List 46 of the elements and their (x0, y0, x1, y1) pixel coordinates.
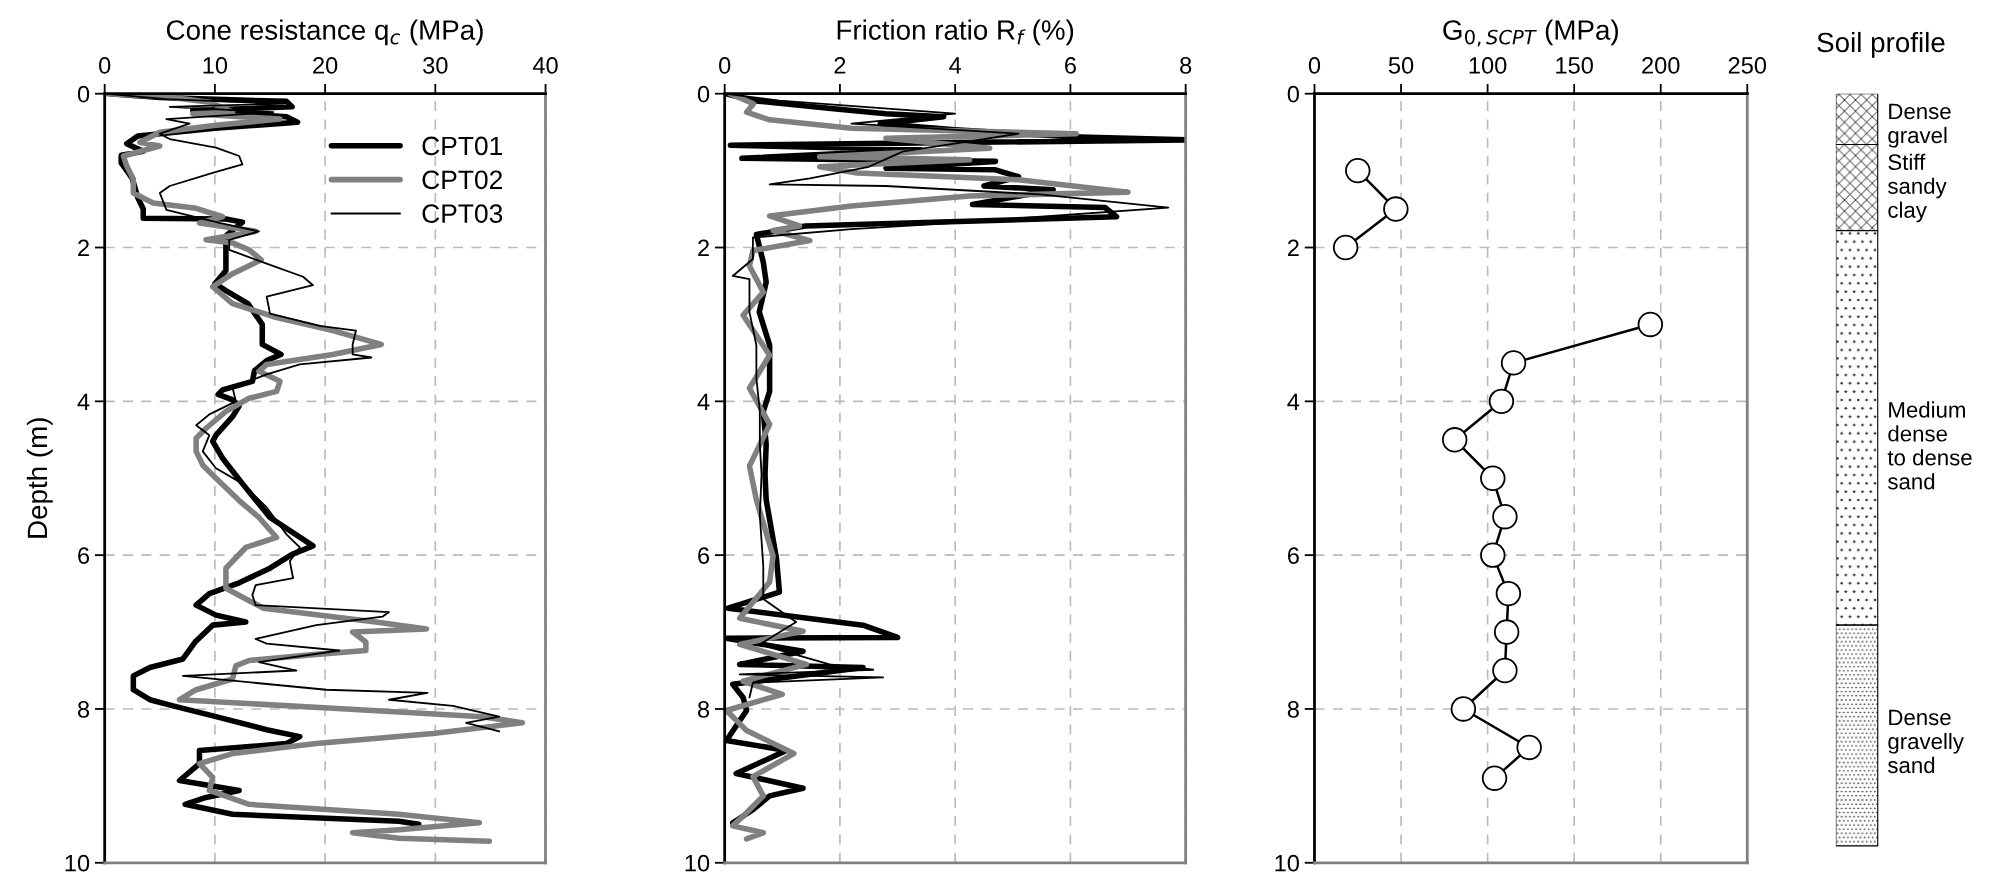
x-tick-label: 10 (203, 57, 228, 74)
x-tick-label: 250 (1728, 57, 1767, 74)
y-tick-label: 2 (698, 239, 709, 257)
x-tick-label: 30 (423, 57, 448, 74)
y-tick-label: 4 (697, 393, 710, 410)
y-tick-label: 10 (65, 854, 90, 872)
x-tick-label: 40 (532, 57, 558, 74)
x-tick-label: 50 (1388, 57, 1414, 74)
text: Soil profile (1817, 31, 1945, 58)
y-tick-label: 2 (1287, 239, 1299, 257)
y-tick-label: 8 (77, 701, 90, 718)
x-axis-title: Cone resistance q$_{c}$ (MPa) (166, 19, 483, 46)
y-tick-label: 0 (697, 85, 710, 103)
y-tick-label: 10 (1275, 854, 1299, 872)
x-tick-label: 0 (1308, 57, 1321, 74)
y-tick-label: 6 (78, 547, 90, 564)
y-tick-label: 10 (685, 854, 710, 872)
x-tick-label: 200 (1642, 57, 1680, 74)
text: Medium dense to dense sand (1887, 401, 1972, 490)
x-tick-label: 0 (719, 57, 731, 74)
y-tick-label: 2 (78, 239, 89, 257)
y-tick-label: 6 (1287, 547, 1299, 564)
x-tick-label: 0 (99, 57, 111, 74)
x-axis-title: Friction ratio R$_{f}$ (%) (837, 19, 1074, 46)
y-axis-title: Depth (m) (26, 418, 53, 538)
y-tick-label: 8 (697, 701, 710, 718)
legend-label: CPT03 (422, 204, 503, 223)
y-tick-label: 0 (1287, 85, 1299, 103)
x-tick-label: 2 (834, 57, 846, 74)
x-tick-label: 8 (1180, 57, 1192, 74)
legend-label: CPT01 (422, 136, 503, 156)
y-tick-label: 4 (1287, 393, 1300, 410)
x-axis-title: G$_{0,SCPT}$ (MPa) (1443, 19, 1618, 47)
x-tick-label: 20 (313, 57, 338, 74)
text: Stiff sandy clay (1888, 153, 1947, 223)
text: Dense gravel (1888, 103, 1951, 148)
x-tick-label: 6 (1065, 57, 1076, 74)
y-tick-label: 8 (1287, 701, 1299, 718)
y-tick-label: 4 (77, 393, 90, 410)
x-tick-label: 150 (1556, 57, 1593, 74)
y-tick-label: 6 (698, 547, 710, 564)
text: Dense gravelly sand (1888, 709, 1964, 774)
x-tick-label: 4 (949, 57, 962, 74)
y-tick-label: 0 (77, 85, 90, 103)
legend-label: CPT02 (422, 170, 502, 190)
x-tick-label: 100 (1469, 57, 1507, 74)
